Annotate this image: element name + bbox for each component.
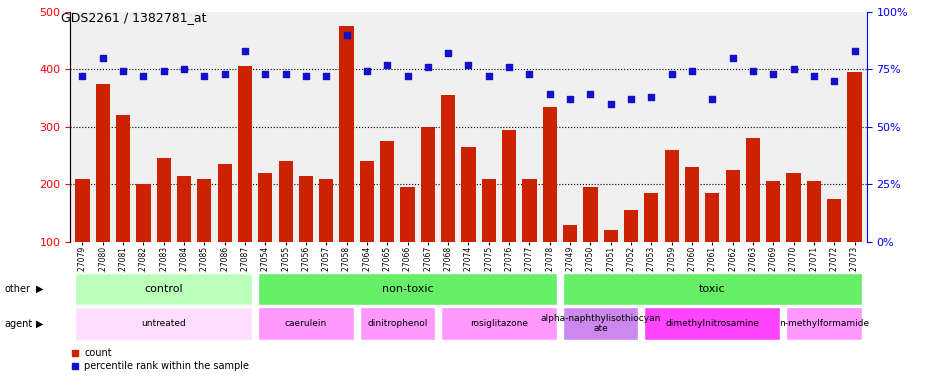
Point (664, 71, 679, 77)
Text: GDS2261 / 1382781_at: GDS2261 / 1382781_at (61, 12, 206, 25)
Bar (400, 187, 415, 300)
Point (724, 55, 739, 61)
Bar (380, 141, 394, 300)
Bar (826, 199, 841, 300)
Bar (95, 84, 110, 300)
Text: ▶: ▶ (36, 318, 43, 329)
Bar (278, 161, 292, 300)
Bar (542, 107, 556, 300)
Point (622, 96, 637, 102)
Point (400, 73, 415, 79)
Bar (684, 167, 698, 300)
Bar (461, 147, 475, 300)
Point (684, 68, 699, 74)
Bar (766, 182, 780, 300)
Point (278, 71, 293, 77)
Point (156, 68, 171, 74)
Point (339, 31, 354, 38)
Point (481, 73, 496, 79)
Bar (359, 161, 373, 300)
Text: dimethylnitrosamine: dimethylnitrosamine (665, 319, 758, 328)
Point (806, 73, 821, 79)
Bar (846, 72, 861, 300)
Point (359, 68, 374, 74)
Text: control: control (144, 284, 183, 294)
Text: other: other (5, 284, 31, 294)
Point (237, 48, 252, 54)
Text: n-methylformamide: n-methylformamide (778, 319, 869, 328)
Bar (644, 193, 658, 300)
Point (846, 48, 861, 54)
Text: alpha-naphthylisothiocyan
ate: alpha-naphthylisothiocyan ate (540, 314, 660, 333)
Bar (481, 179, 495, 300)
Text: agent: agent (5, 318, 33, 329)
Bar (420, 127, 434, 300)
Bar (705, 193, 719, 300)
Legend: count, percentile rank within the sample: count, percentile rank within the sample (66, 344, 253, 375)
Point (217, 71, 232, 77)
Bar (116, 115, 130, 300)
Bar (502, 130, 516, 300)
Bar (785, 173, 800, 300)
Point (257, 71, 272, 77)
Bar (217, 164, 231, 300)
Bar (258, 173, 272, 300)
Point (765, 71, 780, 77)
Bar (806, 182, 820, 300)
Point (501, 64, 516, 70)
Text: non-toxic: non-toxic (381, 284, 432, 294)
Point (115, 68, 130, 74)
Bar (136, 184, 151, 300)
Point (582, 91, 597, 98)
Bar (177, 176, 191, 300)
Bar (339, 26, 353, 300)
Bar (603, 230, 617, 300)
Bar (623, 210, 637, 300)
Point (197, 73, 212, 79)
Text: dinitrophenol: dinitrophenol (367, 319, 427, 328)
Point (420, 64, 435, 70)
Bar (441, 95, 455, 300)
Point (826, 78, 841, 84)
Bar (583, 187, 597, 300)
Bar (664, 150, 678, 300)
Point (562, 96, 577, 102)
Bar (238, 66, 252, 300)
Text: rosiglitazone: rosiglitazone (470, 319, 527, 328)
Point (299, 73, 314, 79)
Point (704, 96, 719, 102)
Bar (563, 225, 577, 300)
Point (318, 73, 333, 79)
Point (603, 101, 618, 107)
Point (745, 68, 760, 74)
Point (379, 61, 394, 68)
Bar (156, 159, 170, 300)
Point (643, 94, 658, 100)
Bar (75, 179, 90, 300)
Text: caerulein: caerulein (285, 319, 327, 328)
Point (461, 61, 475, 68)
Point (75, 73, 90, 79)
Point (176, 66, 191, 72)
Text: toxic: toxic (698, 284, 724, 294)
Bar (197, 179, 212, 300)
Text: ▶: ▶ (36, 284, 43, 294)
Point (440, 50, 455, 56)
Bar (319, 179, 333, 300)
Text: untreated: untreated (141, 319, 186, 328)
Bar (521, 179, 536, 300)
Point (136, 73, 151, 79)
Bar (299, 176, 313, 300)
Point (542, 91, 557, 98)
Point (95, 55, 110, 61)
Bar (745, 138, 759, 300)
Point (521, 71, 536, 77)
Point (785, 66, 800, 72)
Bar (724, 170, 739, 300)
